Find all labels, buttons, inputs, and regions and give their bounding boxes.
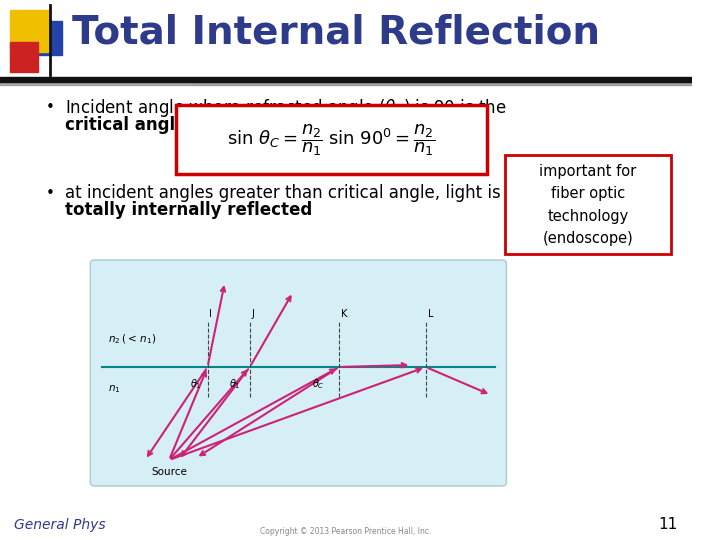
Text: •: • — [45, 186, 55, 200]
Bar — [0, 82, 692, 85]
Text: 11: 11 — [658, 517, 678, 532]
FancyBboxPatch shape — [505, 155, 671, 254]
Text: $\theta_C$: $\theta_C$ — [312, 377, 325, 391]
Text: $n_1$: $n_1$ — [107, 383, 120, 395]
Bar — [192, 82, 692, 85]
Text: $\theta_1$: $\theta_1$ — [229, 377, 240, 391]
Text: General Phys: General Phys — [14, 518, 106, 532]
Text: •: • — [45, 100, 55, 116]
Text: at incident angles greater than critical angle, light is: at incident angles greater than critical… — [66, 184, 501, 202]
Text: Copyright © 2013 Pearson Prentice Hall, Inc.: Copyright © 2013 Pearson Prentice Hall, … — [260, 527, 431, 536]
FancyBboxPatch shape — [176, 105, 487, 174]
Text: L: L — [428, 309, 433, 319]
Text: Incident angle where refracted angle ($\theta_2$) is 90 is the: Incident angle where refracted angle ($\… — [66, 97, 507, 119]
Text: critical angle: critical angle — [66, 116, 187, 134]
Text: $n_2\,(<\,n_1)$: $n_2\,(<\,n_1)$ — [107, 332, 156, 346]
Text: $\theta_1$: $\theta_1$ — [190, 377, 202, 391]
Bar — [29, 21, 61, 55]
Text: J: J — [252, 309, 255, 319]
Text: $\sin\,\theta_C = \dfrac{n_2}{n_1}\;\sin\,90^0 = \dfrac{n_2}{n_1}$: $\sin\,\theta_C = \dfrac{n_2}{n_1}\;\sin… — [228, 122, 436, 158]
Text: K: K — [341, 309, 348, 319]
Bar — [0, 77, 692, 82]
Text: totally internally reflected: totally internally reflected — [66, 201, 312, 219]
Text: Total Internal Reflection: Total Internal Reflection — [72, 13, 600, 51]
Text: important for
fiber optic
technology
(endoscope): important for fiber optic technology (en… — [539, 164, 636, 246]
Bar — [9, 42, 38, 72]
Text: Source: Source — [151, 467, 187, 477]
Text: I: I — [210, 309, 212, 319]
Bar — [9, 10, 50, 52]
FancyBboxPatch shape — [90, 260, 506, 486]
